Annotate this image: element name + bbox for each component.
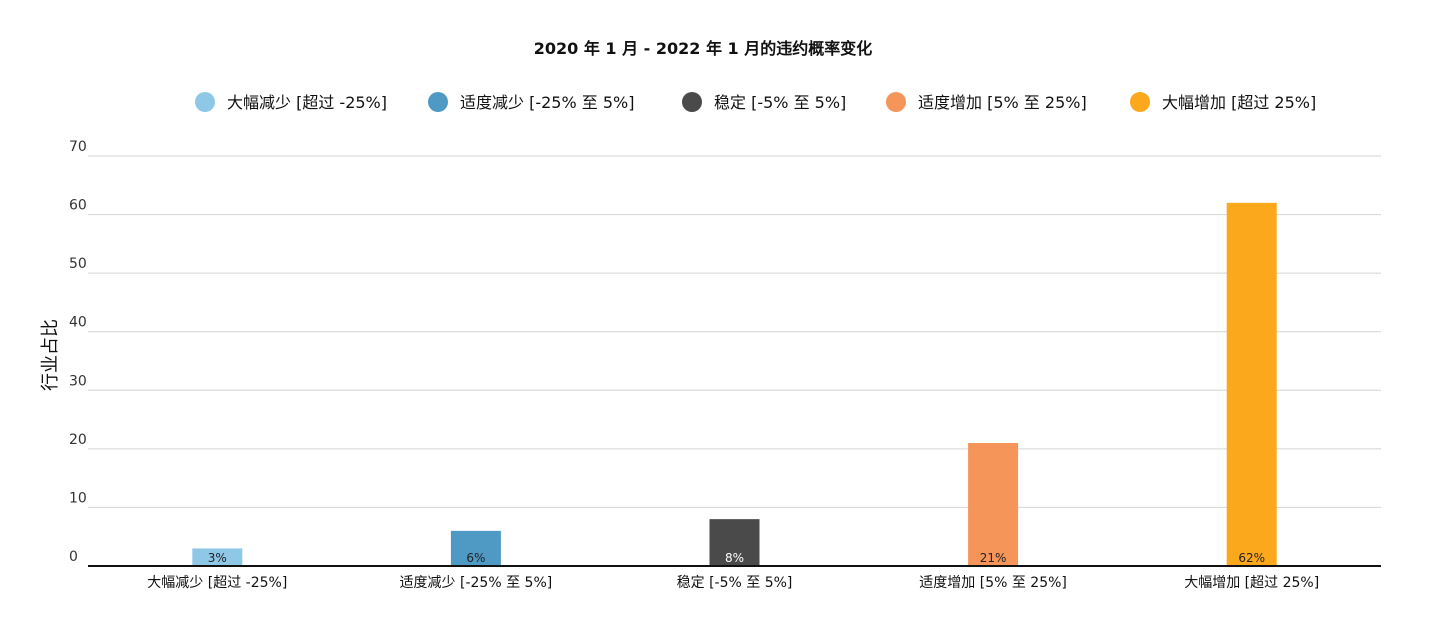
y-tick-label: 50 [69, 256, 87, 272]
bar [192, 548, 243, 566]
y-tick-label: 70 [69, 139, 87, 155]
legend-label: 大幅减少 [超过 -25%] [227, 93, 387, 112]
x-tick-label: 适度增加 [5% 至 25%] [919, 575, 1067, 591]
x-axis-ticks: 大幅减少 [超过 -25%] 适度减少 [-25% 至 5%] 稳定 [-5% 至 … [147, 575, 1319, 591]
legend-label: 适度减少 [-25% 至 5%] [460, 93, 634, 112]
x-tick-label: 大幅增加 [超过 25%] [1184, 575, 1319, 591]
legend-swatch [886, 92, 906, 112]
y-tick-label: 0 [69, 549, 78, 565]
bar-data-label: 8% [725, 551, 744, 565]
y-tick-label: 60 [69, 198, 87, 214]
y-tick-label: 40 [69, 315, 87, 331]
legend-swatch [682, 92, 702, 112]
legend: 大幅减少 [超过 -25%] 适度减少 [-25% 至 5%] 稳定 [-5% 至 … [195, 92, 1316, 112]
bar-data-label: 3% [208, 551, 227, 565]
legend-label: 适度增加 [5% 至 25%] [918, 93, 1087, 112]
bar-data-labels: 3% 6% 8% 21% 62% [208, 551, 1265, 565]
x-tick-label: 大幅减少 [超过 -25%] [147, 575, 287, 591]
bar-data-label: 6% [466, 551, 485, 565]
x-tick-label: 稳定 [-5% 至 5%] [677, 575, 793, 591]
bar [1226, 202, 1277, 566]
legend-label: 大幅增加 [超过 25%] [1162, 93, 1316, 112]
bar [450, 530, 501, 566]
y-axis-ticks: 0 10 20 30 40 50 60 70 [69, 139, 87, 565]
legend-label: 稳定 [-5% 至 5%] [714, 93, 846, 112]
bars [192, 202, 1277, 566]
y-axis-label: 行业占比 [40, 319, 61, 391]
legend-swatch [195, 92, 215, 112]
y-tick-label: 10 [69, 490, 87, 506]
gridlines [88, 155, 1381, 508]
x-tick-label: 适度减少 [-25% 至 5%] [400, 575, 553, 591]
legend-swatch [1130, 92, 1150, 112]
bar [709, 519, 760, 566]
bar-data-label: 21% [980, 551, 1007, 565]
y-tick-label: 20 [69, 432, 87, 448]
y-tick-label: 30 [69, 373, 87, 389]
legend-swatch [428, 92, 448, 112]
bar-data-label: 62% [1238, 551, 1265, 565]
chart-title: 2020 年 1 月 - 2022 年 1 月的违约概率变化 [534, 39, 873, 58]
bar [968, 443, 1019, 566]
